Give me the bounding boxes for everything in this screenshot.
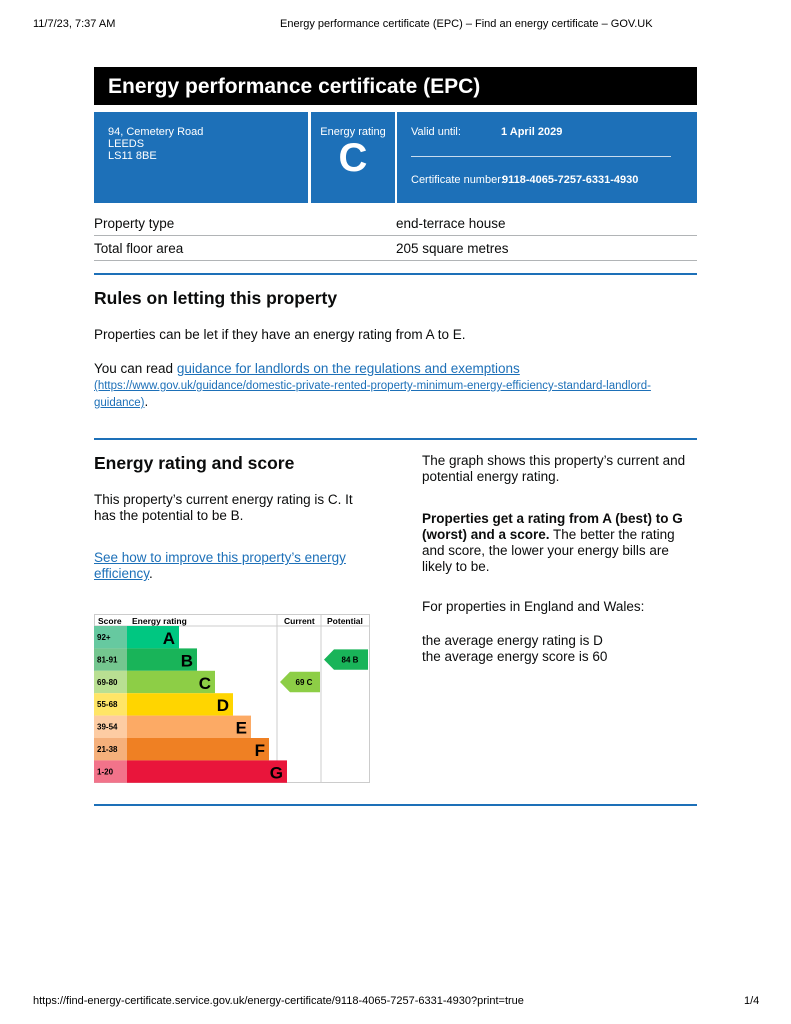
potential-rating-label: 84 B	[342, 656, 359, 665]
print-page-number: 1/4	[744, 995, 760, 1007]
band-letter: G	[270, 763, 283, 782]
score-label: 81-91	[97, 655, 118, 664]
header-current: Current	[284, 616, 315, 626]
energy-rating-value: C	[338, 136, 368, 180]
page-title: Energy performance certificate (EPC)	[94, 67, 697, 105]
score-cell	[94, 738, 127, 761]
band-bar-F	[127, 738, 269, 761]
band-bar-G	[127, 760, 287, 783]
band-bar-C	[127, 670, 215, 694]
band-bar-A	[127, 626, 179, 649]
score-heading: Energy rating and score	[94, 453, 295, 473]
certificate-number-value: 9118-4065-7257-6331-4930	[502, 174, 639, 186]
rating-explanation: Properties get a rating from A (best) to…	[422, 511, 692, 575]
band-letter: A	[163, 629, 175, 648]
address-line: 94, Cemetery Road	[108, 126, 204, 138]
graph-explanation: The graph shows this property’s current …	[422, 453, 686, 484]
guidance-prefix: You can read	[94, 361, 177, 376]
rating-explanation-rest: The better the rating and score, the low…	[422, 527, 675, 574]
print-url: https://find-energy-certificate.service.…	[33, 995, 524, 1007]
score-label: 1-20	[97, 767, 114, 776]
address-box: 94, Cemetery Road LEEDS LS11 8BE	[94, 112, 308, 203]
band-bar-D	[127, 693, 233, 716]
print-page-title: Energy performance certificate (EPC) – F…	[280, 18, 653, 30]
energy-rating-label: Energy rating	[320, 126, 386, 138]
score-cell	[94, 693, 127, 716]
energy-rating-chart: 92+ A 81-91 B 69-80 C 55-68 D 39-54 E 21-38 F 1-20 G 6…	[94, 614, 370, 783]
band-letter: E	[236, 719, 247, 738]
improve-paragraph: See how to improve this property’s energ…	[94, 550, 359, 582]
letting-text: Properties can be let if they have an en…	[94, 327, 466, 342]
score-label: 92+	[97, 633, 111, 642]
score-cell	[94, 670, 127, 694]
average-rating: the average energy rating is D	[422, 633, 603, 648]
summary-value: end-terrace house	[396, 216, 506, 231]
band-letter: F	[255, 741, 265, 760]
band-letter: B	[181, 651, 193, 670]
score-label: 69-80	[97, 678, 118, 687]
header-potential: Potential	[327, 616, 363, 626]
band-bar-E	[127, 715, 251, 738]
header-score: Score	[98, 616, 122, 626]
summary-row-floor-area: Total floor area 205 square metres	[94, 236, 697, 261]
improve-link[interactable]: See how to improve this property’s energ…	[94, 550, 346, 581]
potential-rating-arrow	[324, 649, 368, 670]
letting-guidance: You can read guidance for landlords on t…	[94, 361, 694, 411]
score-cell	[94, 715, 127, 738]
guidance-suffix: .	[144, 394, 149, 409]
band-bar-B	[127, 648, 197, 671]
print-datetime: 11/7/23, 7:37 AM	[33, 18, 116, 30]
guidance-url-link[interactable]: (https://www.gov.uk/guidance/domestic-pr…	[94, 380, 651, 409]
section-divider	[94, 273, 697, 275]
section-divider	[94, 438, 697, 440]
band-letter: C	[199, 674, 211, 693]
certificate-number-label: Certificate number:	[411, 174, 504, 186]
current-rating-text: This property’s current energy rating is…	[94, 492, 353, 523]
score-cell	[94, 626, 127, 649]
valid-until-value: 1 April 2029	[501, 126, 563, 138]
average-score: the average energy score is 60	[422, 649, 608, 664]
section-divider	[94, 804, 697, 806]
valid-until-label: Valid until:	[411, 126, 461, 138]
address-line: LS11 8BE	[108, 150, 157, 162]
score-cell	[94, 760, 127, 783]
score-label: 39-54	[97, 723, 118, 732]
summary-label: Total floor area	[94, 241, 184, 256]
energy-rating-box: Energy rating C	[311, 112, 395, 203]
current-rating-arrow	[280, 671, 320, 693]
england-wales-text: For properties in England and Wales:	[422, 599, 645, 614]
band-letter: D	[217, 696, 229, 715]
guidance-link[interactable]: guidance for landlords on the regulation…	[176, 361, 520, 376]
summary-label: Property type	[94, 216, 175, 231]
certificate-box: Valid until: 1 April 2029 Certificate nu…	[397, 112, 697, 203]
improve-suffix: .	[149, 566, 153, 581]
divider	[411, 156, 671, 157]
summary-value: 205 square metres	[396, 241, 509, 256]
score-cell	[94, 648, 127, 671]
address-line: LEEDS	[108, 138, 145, 150]
letting-heading: Rules on letting this property	[94, 288, 338, 308]
header-energy-rating: Energy rating	[132, 616, 187, 626]
summary-row-property-type: Property type end-terrace house	[94, 211, 697, 236]
score-label: 21-38	[97, 745, 118, 754]
current-rating-label: 69 C	[296, 678, 313, 687]
score-label: 55-68	[97, 700, 118, 709]
rating-explanation-bold: Properties get a rating from A (best) to…	[422, 511, 683, 542]
